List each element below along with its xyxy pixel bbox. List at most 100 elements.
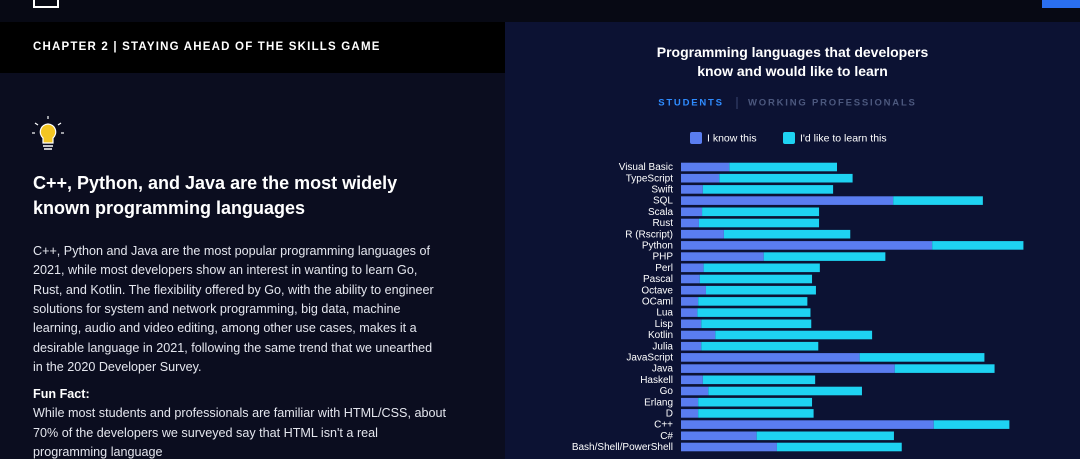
- chart-title: know and would like to learn: [697, 63, 888, 79]
- bar-segment: [681, 397, 699, 407]
- bar-segment: [681, 353, 860, 362]
- category-label: Erlang: [644, 397, 673, 408]
- bar-segment: [723, 229, 851, 239]
- category-label: Visual Basic: [619, 162, 673, 173]
- bar-segment: [681, 297, 699, 306]
- category-label: Lua: [656, 308, 673, 319]
- bar-segment: [702, 375, 816, 385]
- bar-segment: [756, 431, 894, 441]
- fun-fact-line: programming language: [33, 445, 163, 459]
- category-label: Scala: [648, 207, 673, 218]
- category-label: Go: [660, 386, 674, 397]
- category-label: Kotlin: [648, 330, 673, 341]
- bar-segment: [893, 196, 983, 205]
- menu-button[interactable]: [1042, 0, 1080, 8]
- bar-segment: [681, 274, 700, 284]
- bar-segment: [698, 218, 820, 228]
- category-label: Bash/Shell/PowerShell: [572, 442, 673, 453]
- bar-segment: [681, 218, 699, 228]
- fun-fact-line: 70% of the developers we surveyed say th…: [33, 425, 378, 440]
- category-label: R (Rscript): [625, 229, 673, 240]
- tab[interactable]: STUDENTS: [658, 98, 724, 109]
- bar-segment: [681, 308, 698, 317]
- top-bar: [0, 0, 1080, 22]
- legend-swatch: [690, 132, 702, 144]
- bar-segment: [698, 409, 814, 418]
- bar-segment: [719, 173, 853, 183]
- bar-segment: [681, 252, 764, 261]
- bar-segment: [681, 364, 895, 373]
- fun-fact-line: While most students and professionals ar…: [33, 406, 446, 420]
- bar-segment: [698, 297, 808, 306]
- bar-segment: [703, 263, 820, 273]
- category-label: Julia: [652, 341, 673, 352]
- chart-panel: [505, 22, 1080, 459]
- paragraph-line: learning, audio and video editing, among…: [33, 321, 417, 336]
- tab[interactable]: WORKING PROFESSIONALS: [748, 98, 917, 109]
- chart-title: Programming languages that developers: [656, 44, 929, 60]
- heading: known programming languages: [33, 198, 306, 218]
- bar-segment: [894, 364, 995, 373]
- category-label: C++: [654, 420, 673, 431]
- bar-segment: [681, 330, 716, 340]
- paragraph-line: 2021, while most developers show an inte…: [33, 263, 418, 278]
- legend-label: I know this: [707, 132, 757, 144]
- chart: STUDENTS WORKING PROFESSIONALS I know this…: [572, 97, 1024, 453]
- bar-segment: [681, 386, 709, 396]
- paragraph-line: desirable language in 2021, following th…: [33, 340, 433, 355]
- category-label: Pascal: [643, 274, 673, 285]
- category-label: JavaScript: [626, 353, 673, 364]
- bar-segment: [763, 252, 886, 261]
- bar-segment: [698, 397, 813, 407]
- bar-segment: [681, 229, 724, 239]
- paragraph-line: Rust, and Kotlin. The flexibility offere…: [33, 282, 434, 297]
- bar-segment: [681, 409, 699, 418]
- bar-segment: [702, 207, 820, 217]
- bar-segment: [681, 319, 702, 329]
- bar-segment: [681, 162, 730, 172]
- category-label: D: [666, 409, 673, 420]
- category-label: SQL: [653, 196, 673, 207]
- logo: [33, 0, 59, 8]
- category-label: Java: [652, 364, 674, 375]
- bar-segment: [701, 341, 819, 351]
- category-label: Python: [642, 241, 673, 252]
- bar-segment: [681, 285, 706, 295]
- bar-segment: [681, 185, 703, 194]
- bar-segment: [681, 442, 777, 452]
- paragraph-line: in the 2020 Developer Survey.: [33, 359, 202, 374]
- bar-segment: [681, 241, 933, 250]
- heading: C++, Python, and Java are the most widel…: [33, 173, 398, 193]
- paragraph-line: C++, Python and Java are the most popula…: [33, 244, 430, 258]
- fun-fact-title: Fun Fact:: [33, 387, 90, 401]
- bar-segment: [859, 353, 985, 362]
- legend-label: I'd like to learn this: [800, 132, 887, 144]
- lightbulb-icon: [32, 116, 64, 150]
- bar-segment: [681, 196, 894, 205]
- category-label: C#: [660, 431, 673, 442]
- bar-segment: [715, 330, 873, 340]
- bar-segment: [699, 274, 813, 284]
- bar-segment: [729, 162, 837, 172]
- chapter-bar: [0, 22, 505, 73]
- category-label: Lisp: [655, 319, 674, 330]
- bar-segment: [776, 442, 902, 452]
- bar-segment: [932, 241, 1024, 250]
- bar-segment: [933, 420, 1010, 429]
- category-label: Swift: [651, 185, 673, 196]
- category-label: TypeScript: [626, 173, 673, 184]
- paragraph-line: solutions for system and network program…: [33, 301, 401, 316]
- category-label: OCaml: [642, 297, 673, 308]
- bar-segment: [708, 386, 862, 396]
- category-label: Octave: [641, 285, 673, 296]
- bar-segment: [697, 308, 811, 317]
- bar-segment: [701, 319, 812, 329]
- bar-segment: [681, 431, 757, 441]
- bar-segment: [702, 185, 834, 194]
- bar-segment: [681, 173, 720, 183]
- legend-swatch: [783, 132, 795, 144]
- category-label: Haskell: [640, 375, 673, 386]
- bar-segment: [681, 263, 704, 273]
- bar-segment: [705, 285, 816, 295]
